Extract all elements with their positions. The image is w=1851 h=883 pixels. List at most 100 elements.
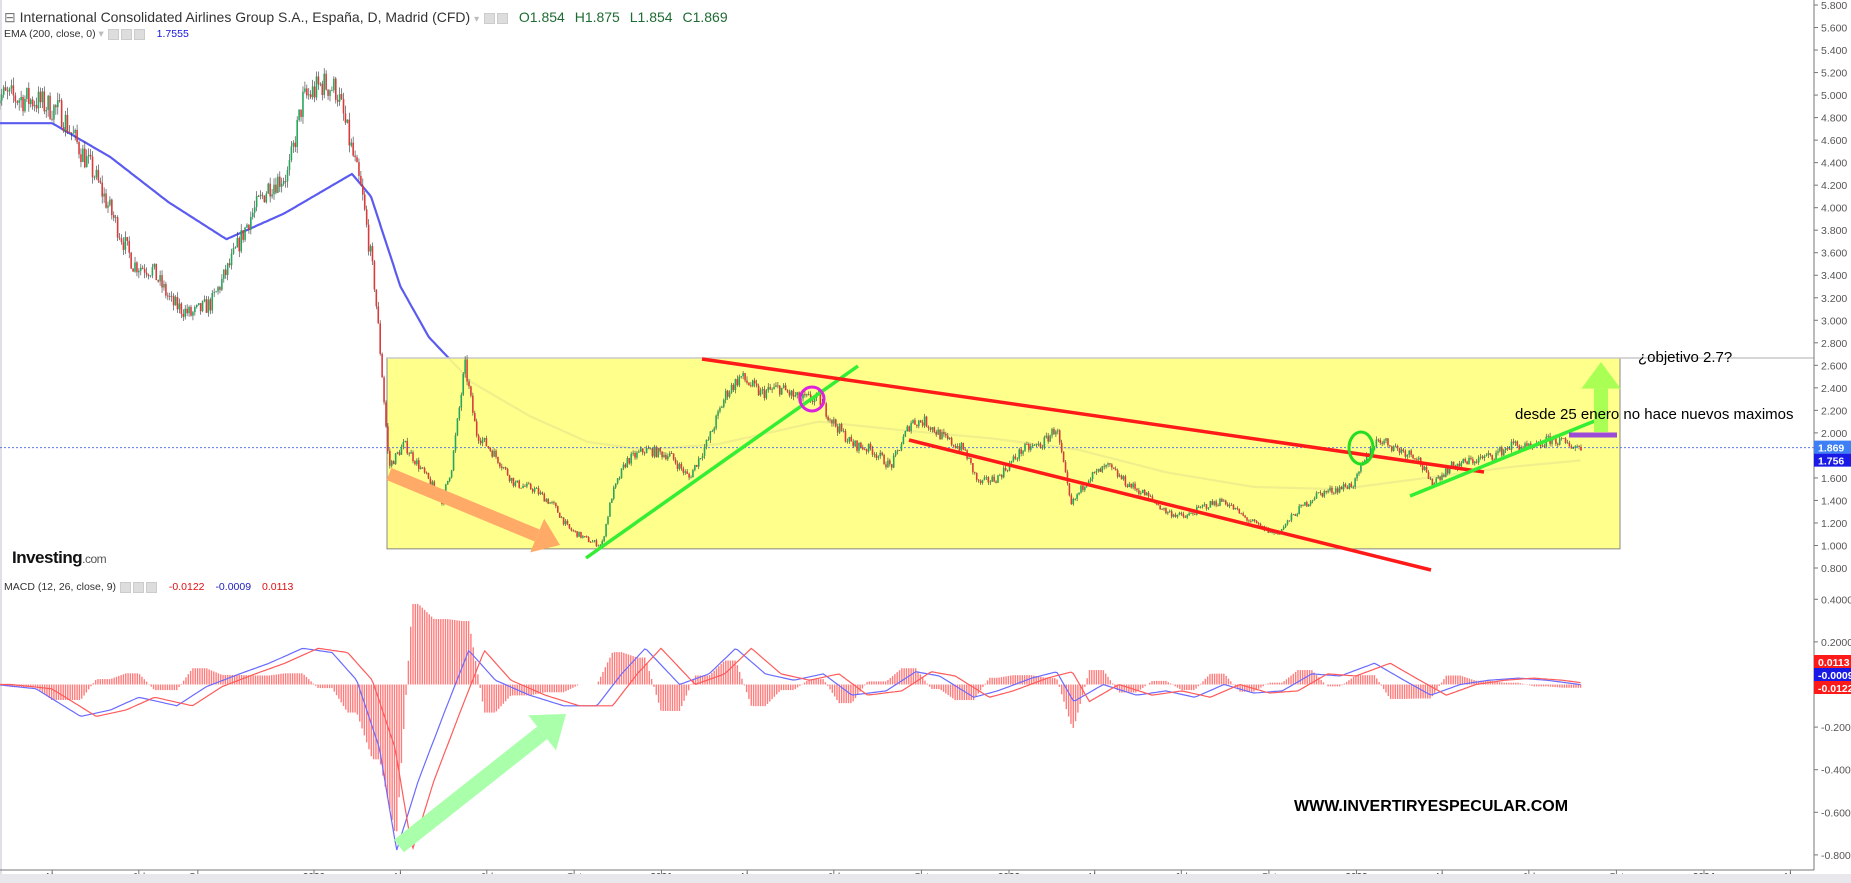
- macd-histogram-bar: [1320, 679, 1322, 685]
- candle: [199, 303, 202, 312]
- macd-histogram-bar: [1424, 684, 1427, 699]
- candle: [601, 541, 604, 545]
- macd-histogram-bar: [76, 684, 78, 700]
- close-icon[interactable]: [145, 581, 157, 593]
- dropdown-icon[interactable]: ▾: [98, 28, 104, 40]
- macd-histogram-bar: [421, 607, 423, 685]
- close-icon[interactable]: [133, 28, 145, 40]
- dropdown-icon[interactable]: ▾: [474, 14, 480, 25]
- candle: [825, 403, 827, 417]
- candle: [101, 182, 103, 197]
- candle: [377, 306, 380, 324]
- eye-icon[interactable]: [483, 12, 495, 24]
- candle: [1491, 454, 1493, 460]
- macd-histogram-bar: [1440, 682, 1443, 685]
- macd-histogram-bar: [518, 684, 521, 696]
- macd-histogram-bar: [859, 684, 861, 692]
- macd-histogram-bar: [1471, 679, 1473, 685]
- macd-histogram-bar: [71, 684, 74, 700]
- candle: [1464, 459, 1466, 462]
- candle: [1070, 495, 1073, 505]
- candle: [690, 477, 692, 479]
- eye-icon[interactable]: [119, 581, 131, 593]
- macd-histogram-bar: [891, 676, 894, 685]
- macd-histogram-bar: [1234, 684, 1237, 687]
- gear-icon[interactable]: [496, 12, 508, 24]
- gear-icon[interactable]: [120, 28, 132, 40]
- macd-histogram-bar: [947, 684, 949, 696]
- candle: [1184, 516, 1187, 518]
- candle: [933, 427, 936, 432]
- candle: [723, 399, 725, 407]
- macd-histogram-bar: [99, 679, 101, 685]
- candle: [93, 177, 96, 179]
- candle: [313, 86, 316, 98]
- macd-histogram-bar: [1341, 684, 1343, 686]
- candle: [740, 376, 743, 378]
- candle: [777, 385, 779, 387]
- candle: [1143, 489, 1146, 496]
- candle: [640, 448, 642, 452]
- candle: [759, 390, 762, 396]
- candle: [697, 458, 700, 467]
- candle: [680, 463, 683, 469]
- candle: [234, 247, 237, 249]
- candle: [1087, 481, 1090, 485]
- candle: [873, 454, 876, 456]
- candle: [908, 426, 910, 432]
- macd-histogram-bar: [1213, 673, 1216, 685]
- macd-histogram-bar: [1327, 684, 1329, 687]
- macd-histogram-bar: [759, 684, 762, 707]
- macd-histogram-bar: [727, 660, 729, 685]
- gear-icon[interactable]: [132, 581, 144, 593]
- candle: [867, 443, 870, 452]
- candle: [109, 199, 111, 206]
- price-tick-label: 3.400: [1821, 270, 1847, 282]
- candle: [914, 420, 916, 425]
- macd-histogram-bar: [1176, 684, 1179, 688]
- candle: [107, 205, 109, 208]
- macd-histogram-bar: [1572, 684, 1575, 688]
- candle: [1423, 467, 1426, 470]
- macd-histogram-bar: [247, 675, 250, 685]
- macd-histogram-bar: [484, 684, 486, 713]
- candle: [958, 446, 961, 451]
- candle: [792, 390, 795, 397]
- macd-histogram-bar: [729, 660, 732, 685]
- candle: [1543, 445, 1546, 447]
- macd-line-badge-bg: [1814, 668, 1851, 681]
- candle: [1043, 437, 1046, 448]
- candle: [1221, 498, 1223, 502]
- candle: [900, 444, 903, 451]
- candle: [906, 426, 909, 432]
- candle: [122, 242, 125, 250]
- macd-histogram-bar: [884, 681, 887, 685]
- macd-histogram-bar: [1538, 684, 1540, 687]
- macd-histogram-bar: [956, 684, 959, 701]
- candle: [379, 323, 381, 354]
- macd-histogram-bar: [1174, 684, 1176, 687]
- macd-histogram-bar: [226, 674, 229, 685]
- candle: [317, 76, 320, 85]
- collapse-icon[interactable]: ⊟: [4, 9, 16, 25]
- macd-histogram-bar: [1121, 684, 1123, 693]
- candle: [157, 280, 159, 282]
- macd-histogram-bar: [141, 676, 143, 685]
- macd-histogram-bar: [1431, 684, 1434, 697]
- macd-histogram-bar: [162, 684, 164, 691]
- candle: [1097, 468, 1100, 471]
- macd-histogram-bar: [1515, 682, 1517, 685]
- candle: [649, 448, 652, 450]
- candle: [1325, 491, 1327, 493]
- macd-histogram-bar: [523, 684, 525, 696]
- macd-histogram-bar: [1392, 684, 1394, 699]
- eye-icon[interactable]: [107, 28, 119, 40]
- candle: [890, 464, 893, 468]
- macd-histogram-bar: [1577, 684, 1579, 688]
- macd-histogram-bar: [13, 684, 16, 688]
- macd-histogram-bar: [743, 684, 745, 686]
- candle: [1199, 506, 1202, 508]
- macd-histogram-bar: [991, 677, 993, 685]
